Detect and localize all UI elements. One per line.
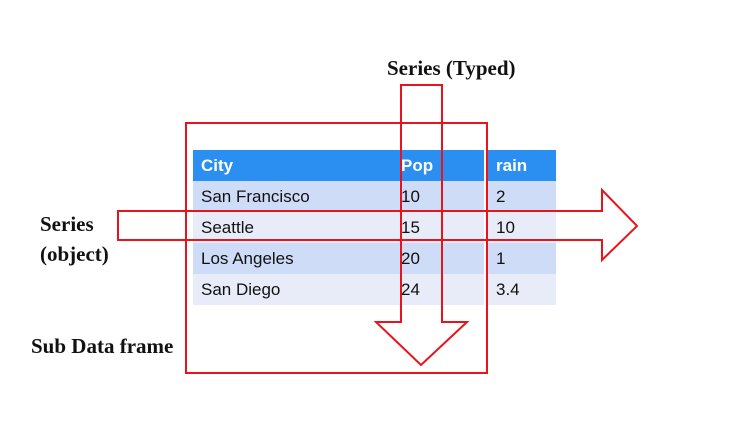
cell-pop: 20: [393, 243, 484, 274]
cell-city: Los Angeles: [193, 243, 393, 274]
series-object-label-line1: Series: [40, 212, 94, 236]
cell-rain: 1: [488, 243, 556, 274]
cell-rain: 2: [488, 181, 556, 212]
cell-rain: 3.4: [488, 274, 556, 305]
series-typed-label: Series (Typed): [387, 56, 516, 80]
cell-pop: 15: [393, 212, 484, 243]
table-row: San Diego 24 3.4: [193, 274, 556, 305]
series-object-label-line2: (object): [40, 242, 109, 266]
sub-data-frame-label: Sub Data frame: [31, 334, 174, 358]
cell-pop: 10: [393, 181, 484, 212]
data-frame-table: City Pop rain San Francisco 10 2 Seattle…: [193, 150, 556, 305]
table-row: Seattle 15 10: [193, 212, 556, 243]
cell-pop: 24: [393, 274, 484, 305]
cell-city: San Diego: [193, 274, 393, 305]
header-pop: Pop: [393, 150, 484, 181]
table-header-row: City Pop rain: [193, 150, 556, 181]
cell-city: Seattle: [193, 212, 393, 243]
header-city: City: [193, 150, 393, 181]
cell-rain: 10: [488, 212, 556, 243]
table-row: Los Angeles 20 1: [193, 243, 556, 274]
cell-city: San Francisco: [193, 181, 393, 212]
header-rain: rain: [488, 150, 556, 181]
table-row: San Francisco 10 2: [193, 181, 556, 212]
